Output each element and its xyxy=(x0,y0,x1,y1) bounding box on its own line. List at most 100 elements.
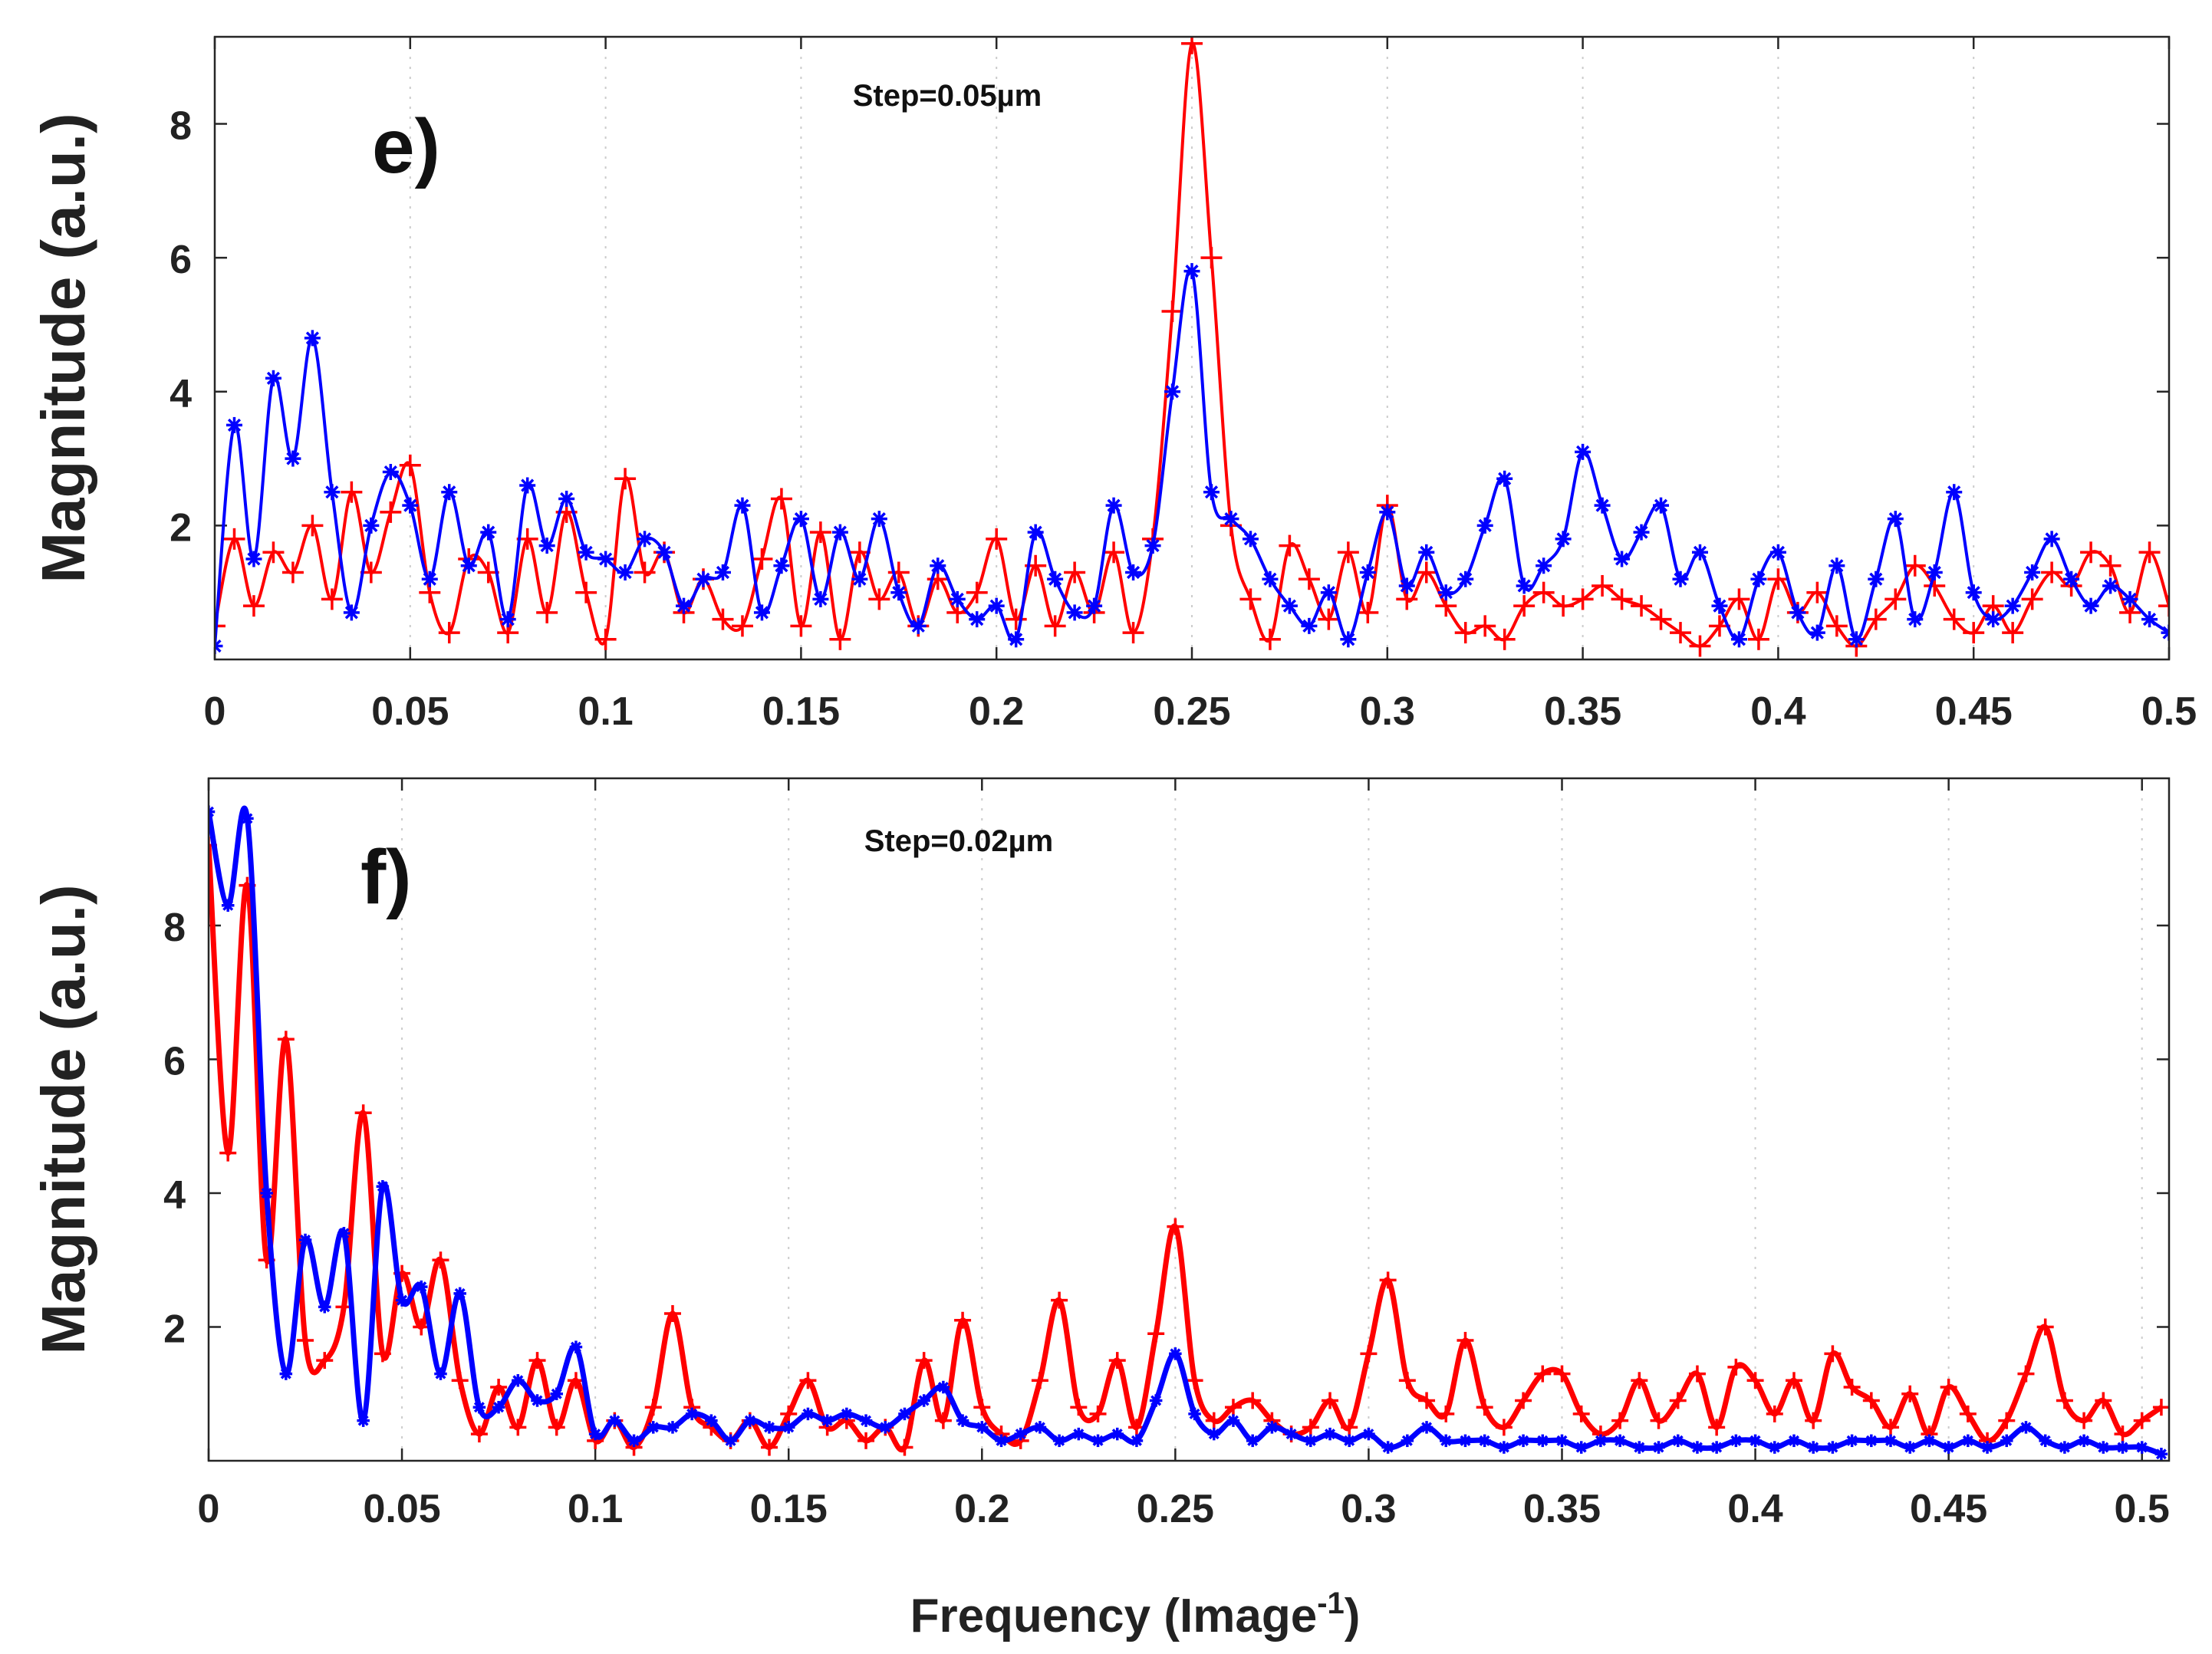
p0-red-series-point-2 xyxy=(242,595,265,617)
p1-blue-series-point-72 xyxy=(1594,1434,1608,1448)
p0-blue-series-point-0 xyxy=(215,638,223,655)
p1-blue-series-point-74-d xyxy=(1634,1442,1645,1453)
p0-blue-series-point-48 xyxy=(1144,538,1161,554)
p0-red-series-point-3 xyxy=(262,541,285,564)
p1-red-series-point-14 xyxy=(470,1425,488,1443)
p1-red-series-point-90 xyxy=(1940,1379,1957,1396)
p1-blue-series-point-100-d xyxy=(2136,1442,2148,1453)
p0-blue-series-point-55 xyxy=(1281,597,1298,614)
p0-blue-series-point-75 xyxy=(1672,571,1689,587)
p1-blue-series-point-0-d xyxy=(209,806,215,814)
p1-red-series-point-38 xyxy=(934,1412,952,1429)
p1-blue-series-point-85 xyxy=(1845,1434,1858,1448)
p1-red-series-point-74 xyxy=(1631,1372,1648,1389)
p0-blue-series-point-15 xyxy=(499,611,516,628)
p1-blue-series-point-97-d xyxy=(2079,1435,2090,1446)
p0-blue-series-point-85-d xyxy=(1869,572,1883,586)
p1-blue-series-point-34-d xyxy=(861,1415,872,1426)
p0-red-series-point-28 xyxy=(751,548,773,571)
p1-blue-series-point-97 xyxy=(2077,1434,2091,1448)
p0-blue-series-point-59-d xyxy=(1361,565,1374,580)
p1-blue-series-point-69 xyxy=(1536,1434,1549,1448)
p0-blue-series-point-81-d xyxy=(1791,606,1805,620)
p1-blue-series-point-6 xyxy=(318,1301,331,1314)
p1-blue-series-point-72-d xyxy=(1595,1435,1606,1446)
p0-blue-series-point-77 xyxy=(1711,597,1728,614)
p0-blue-series-point-64-d xyxy=(1459,572,1473,586)
p1-blue-series-point-31 xyxy=(802,1407,815,1421)
p1-blue-series-point-29-d xyxy=(763,1422,775,1433)
p1-red-series-point-78 xyxy=(1708,1419,1726,1436)
p0-xtick-label-2: 0.1 xyxy=(578,689,633,734)
p1-blue-series-point-32-d xyxy=(821,1415,833,1426)
p0-red-series-point-4 xyxy=(281,561,304,584)
p0-blue-series-point-17 xyxy=(538,538,555,554)
p0-blue-series-point-7 xyxy=(343,604,360,621)
p1-blue-series-point-10-d xyxy=(397,1294,408,1306)
p1-blue-series-point-98-d xyxy=(2098,1442,2109,1453)
p1-blue-series-point-27-d xyxy=(725,1435,736,1446)
p0-blue-series-point-20-d xyxy=(599,552,613,566)
p0-blue-series-point-32-d xyxy=(833,525,847,539)
p0-blue-series-point-8-d xyxy=(364,518,378,532)
p1-blue-series-point-30 xyxy=(782,1421,795,1434)
p0-red-series-point-47 xyxy=(1122,622,1144,644)
p0-blue-series-point-28-d xyxy=(755,606,769,620)
p1-blue-series-point-77 xyxy=(1690,1441,1704,1454)
p1-blue-series-point-3 xyxy=(260,1186,273,1200)
p1-blue-series-point-43-d xyxy=(1034,1422,1045,1433)
p1-red-series-point-67 xyxy=(1495,1419,1513,1436)
p0-red-series-point-9 xyxy=(380,501,402,523)
p0-blue-series-point-23 xyxy=(656,544,673,561)
p1-red-series-point-60 xyxy=(1360,1345,1378,1363)
p1-blue-series-point-39 xyxy=(956,1414,969,1427)
p1-blue-series-point-73-d xyxy=(1615,1435,1626,1446)
p0-blue-series-point-9 xyxy=(382,464,399,481)
p0-red-series-point-41 xyxy=(1005,608,1027,630)
p1-blue-series-point-61 xyxy=(1381,1441,1394,1454)
p0-blue-series-point-27 xyxy=(734,497,751,514)
p1-blue-series-point-82 xyxy=(1787,1434,1801,1448)
p0-blue-series-point-22-d xyxy=(637,532,652,546)
p0-blue-series-point-19 xyxy=(578,544,594,561)
p0-blue-series-point-45 xyxy=(1086,597,1103,614)
p1-red-series-point-66 xyxy=(1476,1399,1493,1416)
p1-blue-series-point-42-d xyxy=(1015,1429,1026,1440)
p0-blue-series-point-62-d xyxy=(1420,545,1434,559)
p0-blue-series-point-88-d xyxy=(1927,565,1941,580)
p1-red-series-point-88 xyxy=(1901,1385,1919,1402)
p1-blue-series-point-44 xyxy=(1052,1434,1066,1448)
p0-blue-series-point-25-d xyxy=(696,572,710,586)
p0-xtick-label-0: 0 xyxy=(204,689,226,734)
p1-blue-series-point-1 xyxy=(221,899,235,912)
p0-red-series-point-96 xyxy=(2080,541,2102,564)
p0-blue-series-point-61-d xyxy=(1400,579,1414,593)
p0-plot-area xyxy=(215,37,2169,657)
p1-red-series-point-85 xyxy=(1843,1379,1861,1396)
p1-red-series-point-100 xyxy=(2133,1412,2151,1429)
p1-blue-series-point-93 xyxy=(2000,1434,2013,1448)
p0-blue-series-point-48-d xyxy=(1146,538,1160,553)
p1-red-series-point-97 xyxy=(2075,1412,2093,1429)
p0-red-series-point-94 xyxy=(2041,561,2063,584)
p0-red-series-point-54 xyxy=(1259,628,1281,650)
p0-blue-series-point-100-c xyxy=(2162,626,2169,635)
p0-blue-series-point-76-d xyxy=(1693,545,1707,559)
p1-red-series-point-69 xyxy=(1534,1365,1552,1383)
p0-red-series-point-65 xyxy=(1474,615,1496,637)
p0-blue-series-point-77-d xyxy=(1713,599,1726,613)
p1-blue-series-point-76-d xyxy=(1672,1435,1684,1446)
p1-blue-series-point-70 xyxy=(1555,1434,1568,1448)
p1-blue-series-point-22 xyxy=(627,1434,640,1448)
p1-blue-series-point-101 xyxy=(2154,1448,2168,1461)
p1-blue-series-point-80-d xyxy=(1750,1435,1761,1446)
p0-blue-series-point-20 xyxy=(597,551,614,567)
p1-ytick-label-2: 6 xyxy=(163,1039,186,1083)
p0-red-series-point-19 xyxy=(575,581,597,603)
p1-ytick-label-3: 8 xyxy=(163,906,186,950)
p1-blue-series-point-87 xyxy=(1884,1434,1898,1448)
p0-red-series-point-58 xyxy=(1337,541,1359,564)
p1-red-series-point-36 xyxy=(896,1439,913,1456)
p1-red-series-point-80 xyxy=(1746,1372,1764,1389)
p0-blue-series-point-52-d xyxy=(1224,512,1238,526)
